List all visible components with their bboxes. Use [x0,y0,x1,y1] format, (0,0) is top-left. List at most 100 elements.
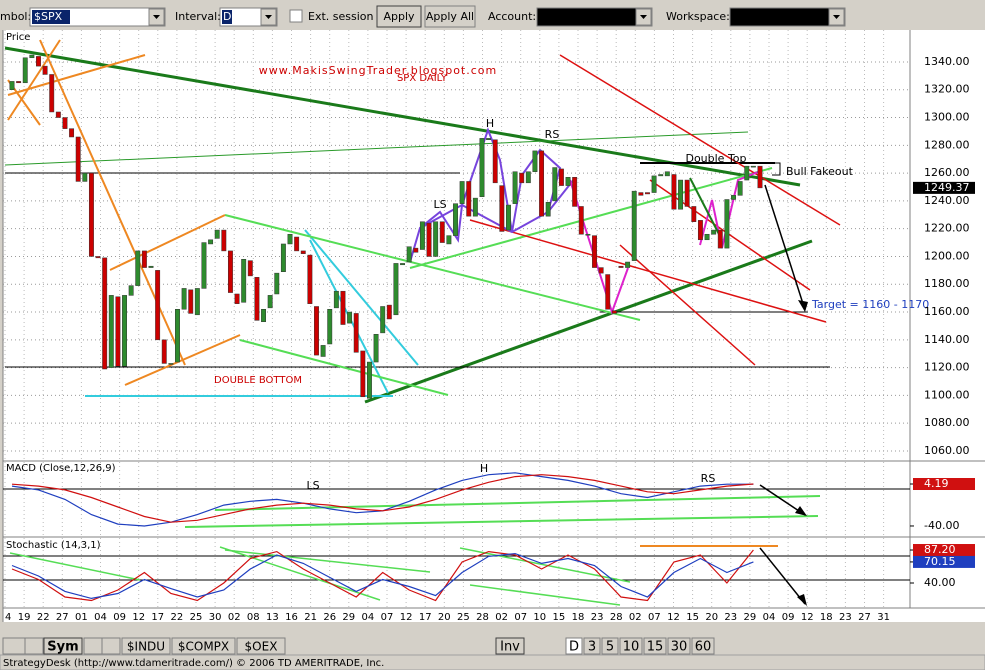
candle [512,171,518,204]
x-tick-label: 04 [94,612,107,623]
x-tick-label: 17 [419,612,432,623]
candle [453,203,458,236]
candle [631,190,637,261]
pattern-label: Double Top [685,152,746,165]
x-tick-label: 23 [839,612,852,623]
candle [135,250,141,286]
interval-tab-text: 10 [623,640,640,655]
symbol-tab[interactable] [236,637,286,655]
workspace-box[interactable] [729,7,846,27]
pattern-label: LS [306,479,319,492]
indicator-line [11,549,754,602]
candle [194,288,200,316]
symbol-tab[interactable] [171,637,236,655]
candle [148,265,154,268]
x-tick-label: 12 [132,612,145,623]
interval-tab[interactable] [691,637,715,655]
apply-button[interactable] [376,5,422,28]
candle [314,306,319,356]
scroll-button[interactable] [2,637,26,655]
interval-tab[interactable] [601,637,619,655]
candle [671,174,677,210]
interval-tab[interactable] [667,637,691,655]
candle [161,339,167,364]
candle [704,233,710,241]
candle [479,138,485,197]
candle [294,236,300,252]
channel-line [649,179,811,291]
candle [62,117,68,129]
panel-title: Stochastic (14,3,1) [6,540,101,551]
channel-line [109,214,226,271]
sym-button[interactable] [43,637,83,655]
workspace-label: Workspace: [666,10,730,23]
candle [486,138,492,141]
candle [122,295,127,367]
trend-line [689,177,723,241]
candle [757,165,763,189]
candle [247,260,253,277]
x-tick-label: 04 [362,612,375,623]
candle [380,306,386,334]
pattern-label: DOUBLE BOTTOM [214,375,302,386]
x-tick-label: 27 [56,612,69,623]
candle [651,175,657,193]
candle [525,171,531,184]
x-tick-label: 07 [381,612,394,623]
candle [82,172,88,182]
status-text: StrategyDesk (http://www.tdameritrade.co… [3,658,384,669]
x-tick-label: 02 [629,612,642,623]
candle [274,272,280,295]
x-tick-label: 27 [858,612,871,623]
candle [578,206,584,235]
interval-tab[interactable] [643,637,667,655]
y-tick-label: 1140.00 [924,333,970,346]
x-tick-label: 29 [342,612,355,623]
marks [9,54,763,602]
candle [658,174,664,177]
apply-all-button[interactable] [424,5,476,28]
candle [16,81,22,84]
candle [208,239,214,245]
blog-text: www.MakisSwingTrader.blogspot.com [259,64,497,77]
candle [347,311,353,324]
interval-tab[interactable] [565,637,583,655]
symbol-label: mbol: [0,10,31,23]
inv-button[interactable] [495,637,525,655]
candle [168,363,174,365]
interval-tab[interactable] [583,637,601,655]
scroll-button[interactable] [101,637,121,655]
candle [69,128,75,138]
candle [102,257,108,370]
candle [155,270,161,341]
candle [9,81,15,90]
pattern-line [409,127,576,263]
candle [400,263,405,266]
candle [585,233,591,236]
x-tick-label: 22 [37,612,50,623]
ext-session-checkbox[interactable] [289,9,303,23]
channel-line [469,219,827,323]
scroll-button[interactable] [83,637,103,655]
scroll-button[interactable] [24,637,44,655]
y-tick-label: 1100.00 [924,388,970,401]
x-tick-label: 20 [705,612,718,623]
candle [42,65,48,75]
symbol-tab[interactable] [121,637,171,655]
candle [711,229,717,235]
candle [426,222,432,257]
apply-all-text: Apply All [426,10,474,23]
neckline [419,203,549,234]
candle [532,150,538,172]
value-flag [913,544,975,557]
candle [386,304,392,320]
account-box[interactable] [536,7,653,27]
date-axis: 1060.00 1080.00 1100.00 1120.00 1140.00 1160.… [4,55,975,635]
arrow-head [795,506,807,516]
interval-tab[interactable] [619,637,643,655]
y-tick-label: 1180.00 [924,277,970,290]
trend-line [4,131,749,166]
interval-tab-text: D [569,640,579,655]
candle [406,246,412,263]
x-tick-label: 07 [514,612,527,623]
